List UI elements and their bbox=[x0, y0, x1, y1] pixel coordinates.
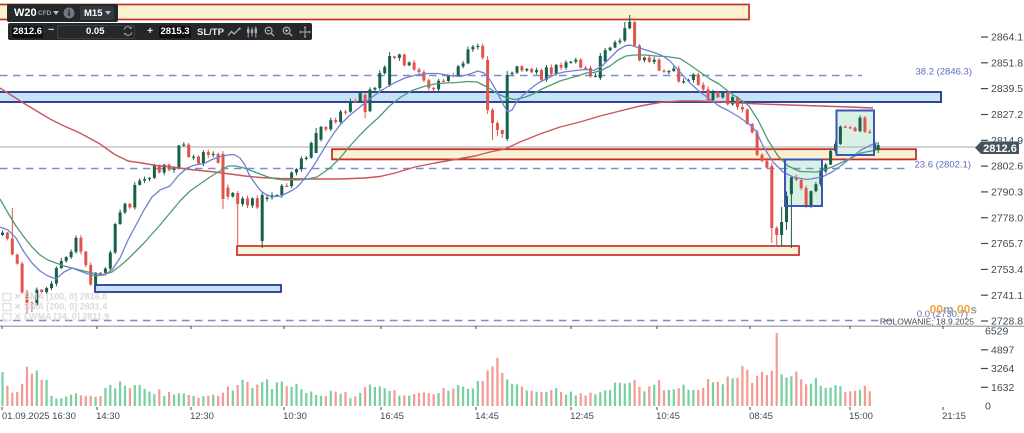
svg-text:2765.7: 2765.7 bbox=[991, 238, 1023, 250]
svg-text:2790.3: 2790.3 bbox=[991, 187, 1023, 199]
svg-text:00m 00s: 00m 00s bbox=[930, 303, 978, 317]
svg-text:6529: 6529 bbox=[985, 326, 1009, 338]
svg-text:0.0 (2730.7): 0.0 (2730.7) bbox=[917, 309, 968, 320]
svg-text:2839.5: 2839.5 bbox=[991, 83, 1023, 95]
svg-text:14:45: 14:45 bbox=[475, 411, 499, 422]
svg-text:0: 0 bbox=[985, 401, 991, 413]
svg-text:10:45: 10:45 bbox=[656, 411, 680, 422]
svg-text:2778.0: 2778.0 bbox=[991, 212, 1023, 224]
svg-text:12:30: 12:30 bbox=[190, 411, 214, 422]
svg-text:2864.1: 2864.1 bbox=[991, 32, 1023, 44]
svg-text:23.6 (2802.1): 23.6 (2802.1) bbox=[914, 160, 971, 171]
svg-text:2728.8: 2728.8 bbox=[991, 316, 1023, 328]
svg-text:10:30: 10:30 bbox=[283, 411, 307, 422]
svg-text:2827.2: 2827.2 bbox=[991, 109, 1023, 121]
svg-text:1632: 1632 bbox=[991, 382, 1015, 394]
svg-text:2812.6: 2812.6 bbox=[983, 143, 1017, 155]
svg-text:2851.8: 2851.8 bbox=[991, 57, 1023, 69]
svg-text:✕ SMA [200, 0] 2831.4: ✕ SMA [200, 0] 2831.4 bbox=[14, 302, 107, 312]
svg-text:14:30: 14:30 bbox=[96, 411, 120, 422]
svg-text:2741.1: 2741.1 bbox=[991, 290, 1023, 302]
svg-text:15:00: 15:00 bbox=[849, 411, 873, 422]
svg-text:01.09.2025 16:30: 01.09.2025 16:30 bbox=[2, 411, 76, 422]
svg-text:16:45: 16:45 bbox=[380, 411, 404, 422]
svg-text:ROLOWANIE; 18.9.2025: ROLOWANIE; 18.9.2025 bbox=[880, 317, 974, 327]
svg-text:21:15: 21:15 bbox=[942, 411, 966, 422]
svg-text:3264: 3264 bbox=[991, 363, 1015, 375]
svg-text:✕ SMA [100, 0] 2816.8: ✕ SMA [100, 0] 2816.8 bbox=[14, 292, 107, 302]
svg-text:✕ LWMA [34, 0] 2811.9: ✕ LWMA [34, 0] 2811.9 bbox=[14, 312, 109, 322]
svg-text:12:45: 12:45 bbox=[570, 411, 594, 422]
svg-text:2753.4: 2753.4 bbox=[991, 264, 1023, 276]
svg-text:2802.6: 2802.6 bbox=[991, 161, 1023, 173]
svg-text:08:45: 08:45 bbox=[749, 411, 773, 422]
svg-text:4897: 4897 bbox=[991, 344, 1015, 356]
svg-text:38.2 (2846.3): 38.2 (2846.3) bbox=[915, 67, 972, 78]
